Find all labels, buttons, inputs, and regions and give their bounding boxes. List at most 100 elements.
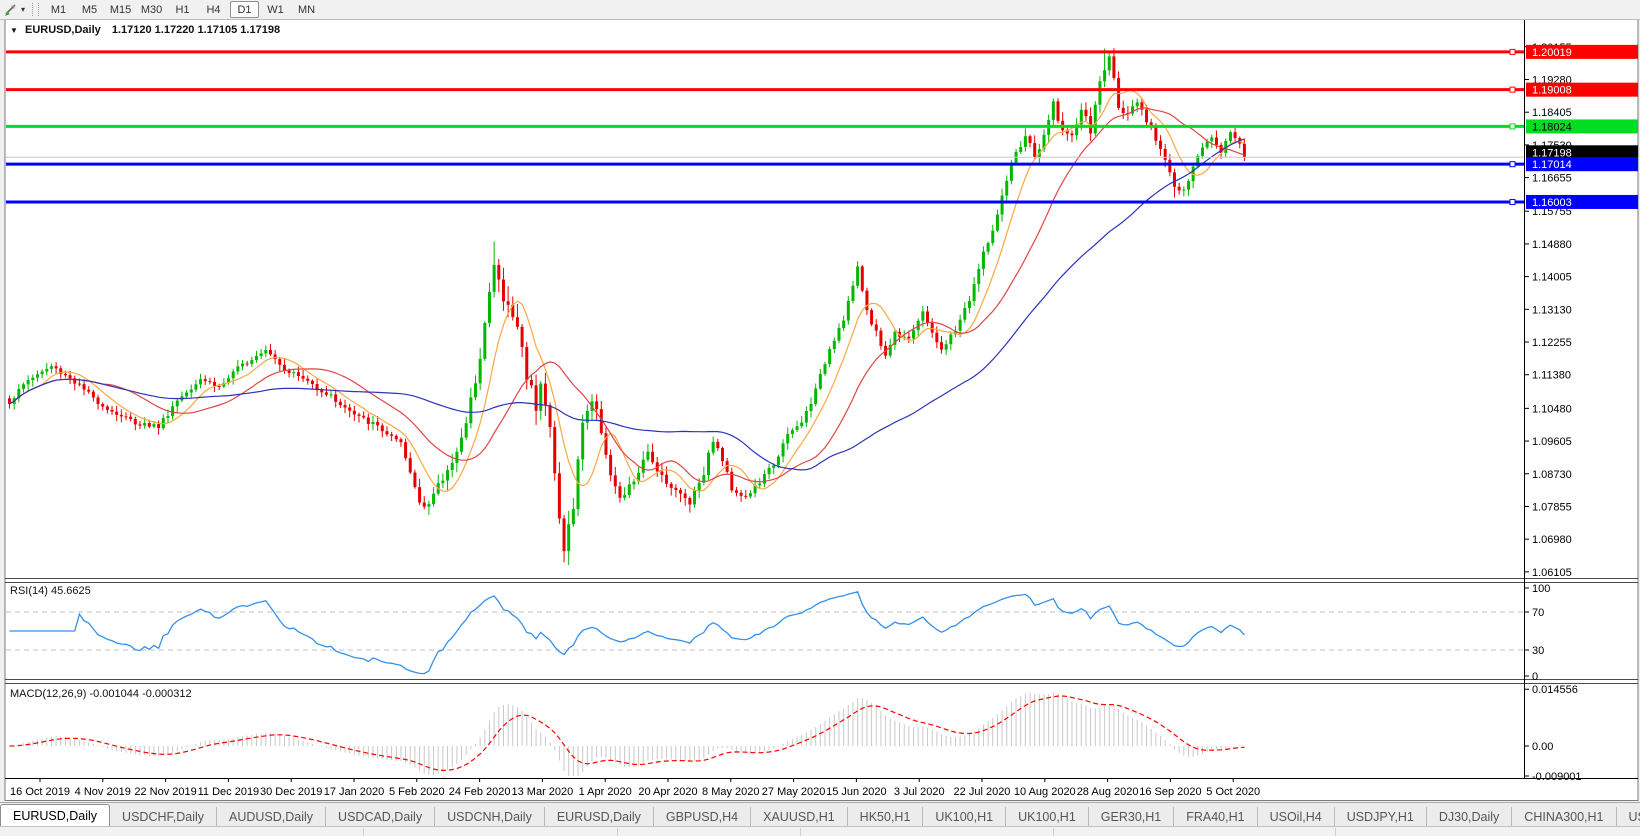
price-tick-label: 1.08730 [1532, 469, 1572, 481]
timeframe-button-D1[interactable]: D1 [230, 1, 260, 18]
timeframe-button-M1[interactable]: M1 [50, 3, 67, 16]
timeframe-button-MN[interactable]: MN [297, 3, 316, 16]
price-tick-label: 1.15755 [1532, 206, 1572, 218]
candles-layer [8, 48, 1246, 566]
level-price-badge: 1.17014 [1532, 159, 1572, 171]
chart-tab-USDJPY-H1[interactable]: USDJPY,H1 [1335, 807, 1427, 826]
status-bar-divider [1335, 828, 1336, 836]
status-bar [0, 826, 1640, 836]
symbol-dropdown-icon[interactable]: ▼ [10, 26, 18, 35]
macd-pane [9, 692, 1245, 776]
chart-tab-GBPUSD-H4[interactable]: GBPUSD,H4 [654, 807, 752, 826]
level-price-badge: 1.19008 [1532, 85, 1572, 97]
macd-tick-label: -0.009001 [1532, 771, 1582, 783]
date-tick-label: 13 Mar 2020 [512, 786, 574, 798]
hline-handle[interactable] [1509, 161, 1516, 168]
timeframe-button-M30[interactable]: M30 [140, 3, 163, 16]
level-price-badge: 1.20019 [1532, 47, 1572, 59]
date-tick-label: 15 Jun 2020 [826, 786, 887, 798]
chart-tab-USDCHF-Daily[interactable]: USDCHF,Daily [110, 807, 217, 826]
price-tick-label: 1.11380 [1532, 370, 1571, 382]
date-tick-label: 8 May 2020 [702, 786, 759, 798]
chart-title-ohlc: 1.17120 1.17220 1.17105 1.17198 [111, 24, 281, 36]
macd-indicator-label: MACD(12,26,9) -0.001044 -0.000312 [10, 688, 192, 700]
price-tick-label: 1.06980 [1532, 534, 1572, 546]
chart-title: ▼ EURUSD,Daily 1.17120 1.17220 1.17105 1… [10, 24, 280, 36]
chart-tab-UK100-H1[interactable]: UK100,H1 [1006, 807, 1089, 826]
date-tick-label: 17 Jan 2020 [324, 786, 385, 798]
price-tick-label: 1.12255 [1532, 337, 1572, 349]
price-tick-label: 1.13130 [1532, 304, 1572, 316]
chart-tab-AUDUSD-Daily[interactable]: AUDUSD,Daily [217, 807, 327, 826]
chart-tab-bar: EURUSD,Daily USDCHF,Daily AUDUSD,Daily USDC… [0, 802, 1640, 827]
ma-21-line [9, 107, 1245, 483]
ma-55-line [9, 138, 1245, 471]
hline-handle[interactable] [1509, 48, 1516, 55]
rsi-tick-label: 30 [1532, 645, 1544, 657]
hline-handle[interactable] [1509, 198, 1516, 205]
price-badges: 1.17198 1.20019 1.19008 1.18024 1.17014 1.160… [1526, 44, 1638, 209]
date-tick-label: 16 Sep 2020 [1139, 786, 1201, 798]
date-tick-label: 5 Oct 2020 [1206, 786, 1260, 798]
date-tick-label: 16 Oct 2019 [10, 786, 70, 798]
hline-handle[interactable] [1509, 123, 1516, 130]
status-bar-divider [363, 828, 364, 836]
timeframe-button-W1[interactable]: W1 [267, 3, 284, 16]
price-tick-label: 1.14880 [1532, 239, 1572, 251]
date-tick-label: 10 Aug 2020 [1014, 786, 1076, 798]
chart-tab-USDCAD-Daily[interactable]: USDCAD,Daily [326, 807, 436, 826]
ma-8-line [9, 89, 1245, 492]
date-tick-label: 22 Jul 2020 [954, 786, 1011, 798]
date-tick-label: 11 Dec 2019 [198, 786, 260, 798]
status-bar-divider [617, 828, 618, 836]
date-tick-label: 22 Nov 2019 [134, 786, 196, 798]
date-tick-label: 24 Feb 2020 [449, 786, 511, 798]
date-tick-label: 20 Apr 2020 [638, 786, 697, 798]
chart-title-symbol: EURUSD,Daily [24, 24, 101, 36]
rsi-line [9, 591, 1245, 675]
chart-tab-CHINA300-H1[interactable]: CHINA300,H1 [1512, 807, 1617, 826]
toolbar-grip[interactable] [32, 3, 40, 16]
date-tick-label: 1 Apr 2020 [579, 786, 632, 798]
status-bar-divider [1053, 828, 1054, 836]
chart-tab-UK100-H1[interactable]: UK100,H1 [923, 807, 1007, 826]
price-tick-label: 1.06105 [1532, 567, 1572, 579]
timeframe-button-H1[interactable]: H1 [175, 3, 190, 16]
date-tick-label: 27 May 2020 [762, 786, 826, 798]
rsi-pane [6, 591, 1524, 675]
tool-dropdown-caret-icon[interactable]: ▾ [21, 5, 26, 14]
rsi-tick-label: 70 [1532, 607, 1544, 619]
rsi-tick-label: 100 [1532, 583, 1550, 595]
rsi-tick-label: 0 [1532, 671, 1538, 683]
cursor-tool-icon[interactable] [2, 2, 20, 17]
chart-tab-EURUSD-Daily[interactable]: EURUSD,Daily [0, 804, 111, 827]
level-price-badge: 1.18024 [1532, 121, 1572, 133]
chart-tab-GER30-H1[interactable]: GER30,H1 [1089, 807, 1175, 826]
chart-tab-XAUUSD-H1[interactable]: XAUUSD,H1 [751, 807, 848, 826]
date-axis: 16 Oct 2019 4 Nov 2019 22 Nov 2019 11 Dec 2… [10, 778, 1260, 798]
timeframe-button-M15[interactable]: M15 [109, 3, 132, 16]
chart-tab-HK50-H1[interactable]: HK50,H1 [848, 807, 924, 826]
chart-tab-USOil-H4[interactable]: USOil,H4 [1258, 807, 1335, 826]
timeframe-button-M5[interactable]: M5 [81, 3, 98, 16]
price-tick-label: 1.10480 [1532, 403, 1572, 415]
chart-tab-USOil-H1[interactable]: USOil,H1 [1617, 807, 1640, 826]
price-tick-label: 1.18405 [1532, 107, 1572, 119]
macd-signal-line [9, 695, 1245, 772]
timeframe-button-H4[interactable]: H4 [206, 3, 221, 16]
chart-tab-USDCNH-Daily[interactable]: USDCNH,Daily [435, 807, 545, 826]
chart-tab-FRA40-H1[interactable]: FRA40,H1 [1174, 807, 1258, 826]
date-tick-label: 4 Nov 2019 [75, 786, 131, 798]
price-tick-label: 1.07855 [1532, 501, 1572, 513]
price-tick-label: 1.09605 [1532, 436, 1572, 448]
chart-tab-EURUSD-Daily[interactable]: EURUSD,Daily [545, 807, 654, 826]
date-tick-label: 5 Feb 2020 [389, 786, 445, 798]
chart-tab-DJ30-Daily[interactable]: DJ30,Daily [1427, 807, 1513, 826]
hline-handle[interactable] [1509, 86, 1516, 93]
status-bar-divider [800, 828, 801, 836]
price-tick-label: 1.16655 [1532, 173, 1572, 185]
date-tick-label: 30 Dec 2019 [260, 786, 322, 798]
level-lines-layer[interactable] [6, 48, 1524, 205]
